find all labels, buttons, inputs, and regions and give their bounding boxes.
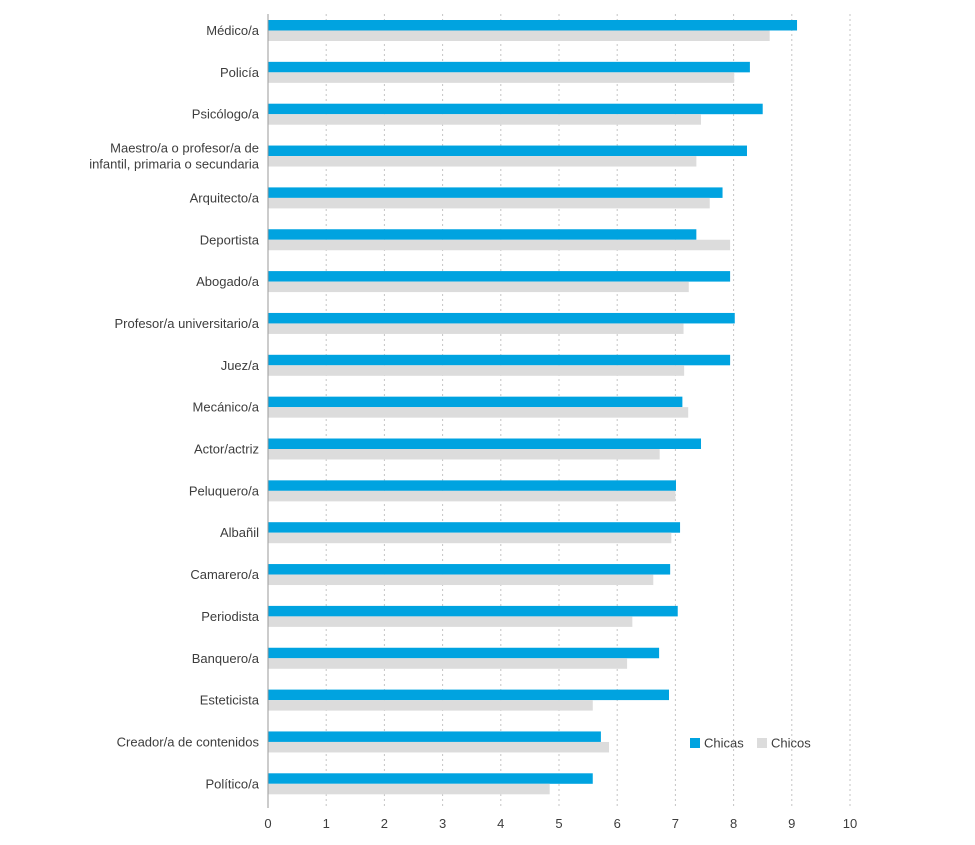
category-label-line: Maestro/a o profesor/a de <box>110 141 259 156</box>
bar-chicas-0 <box>268 20 798 31</box>
legend-label-chicas: Chicas <box>704 736 744 751</box>
x-tick-label: 1 <box>323 816 330 831</box>
bar-chicos-15 <box>268 658 628 669</box>
category-label-line: Camarero/a <box>190 567 259 582</box>
bar-chicos-8 <box>268 365 685 376</box>
bar-chicos-14 <box>268 616 633 627</box>
category-label: Periodista <box>201 609 260 624</box>
bar-chicos-5 <box>268 239 731 251</box>
category-label: Policía <box>220 65 260 80</box>
bar-chicas-14 <box>268 605 678 617</box>
x-tick-label: 2 <box>381 816 388 831</box>
bar-chicos-9 <box>268 407 689 418</box>
bar-chicos-18 <box>268 783 550 795</box>
bar-chicos-1 <box>268 72 735 83</box>
x-tick-label: 5 <box>555 816 562 831</box>
category-label-line: Deportista <box>200 232 260 247</box>
bar-chicas-17 <box>268 731 601 742</box>
category-label: Abogado/a <box>196 274 260 289</box>
category-label: Arquitecto/a <box>190 190 260 205</box>
category-label: Juez/a <box>221 358 260 373</box>
bar-chicos-4 <box>268 197 710 209</box>
bar-chicos-16 <box>268 700 593 711</box>
bar-chicas-13 <box>268 564 671 575</box>
category-label-line: Abogado/a <box>196 274 260 289</box>
category-label-line: Banquero/a <box>192 651 260 666</box>
bar-chicas-7 <box>268 312 735 324</box>
category-label: Creador/a de contenidos <box>117 734 260 749</box>
bars <box>268 20 798 795</box>
bar-chicos-3 <box>268 156 697 167</box>
bar-chicas-2 <box>268 103 763 115</box>
category-label-line: Creador/a de contenidos <box>117 734 260 749</box>
bar-chicos-0 <box>268 30 770 41</box>
bar-chicas-8 <box>268 354 731 366</box>
bar-chicos-10 <box>268 449 660 460</box>
bar-chicos-12 <box>268 532 672 544</box>
bar-chicos-6 <box>268 281 689 293</box>
legend-swatch-chicos <box>757 738 767 748</box>
bar-chicas-15 <box>268 647 660 659</box>
category-label: Banquero/a <box>192 651 260 666</box>
bar-chicas-3 <box>268 145 747 157</box>
bar-chicas-11 <box>268 480 676 491</box>
legend-swatch-chicas <box>690 738 700 748</box>
category-label-line: infantil, primaria o secundaria <box>89 157 260 172</box>
x-tick-label: 4 <box>497 816 504 831</box>
bar-chicos-7 <box>268 323 684 334</box>
legend: Chicas Chicos <box>690 736 811 751</box>
category-label: Albañil <box>220 525 259 540</box>
bar-chicas-6 <box>268 271 731 282</box>
bar-chicas-9 <box>268 396 683 408</box>
category-label-line: Juez/a <box>221 358 260 373</box>
category-label-line: Periodista <box>201 609 260 624</box>
x-tick-label: 6 <box>614 816 621 831</box>
bar-chicas-4 <box>268 187 723 198</box>
gridlines <box>325 14 851 808</box>
x-tick-label: 8 <box>730 816 737 831</box>
x-tick-label: 7 <box>672 816 679 831</box>
x-tick-label: 3 <box>439 816 446 831</box>
category-label: Psicólogo/a <box>192 107 260 122</box>
category-label: Político/a <box>206 776 260 791</box>
category-labels: Médico/a Policía Psicólogo/a Maestro/a o pr… <box>89 23 260 791</box>
bar-chicas-1 <box>268 61 750 73</box>
bar-chicas-18 <box>268 773 593 784</box>
bar-chicas-5 <box>268 229 697 240</box>
category-label: Maestro/a o profesor/a de infantil, prima… <box>89 141 260 172</box>
bar-chicos-13 <box>268 574 654 586</box>
x-tick-labels: 0 1 2 3 4 5 6 7 8 9 10 <box>264 816 857 831</box>
category-label: Médico/a <box>206 23 260 38</box>
category-label-line: Esteticista <box>200 693 260 708</box>
bar-chicos-11 <box>268 490 676 502</box>
category-label: Peluquero/a <box>189 483 260 498</box>
category-label-line: Peluquero/a <box>189 483 260 498</box>
bar-chicos-2 <box>268 114 702 125</box>
x-tick-label: 0 <box>264 816 271 831</box>
category-label: Esteticista <box>200 693 260 708</box>
category-label: Mecánico/a <box>193 400 260 415</box>
category-label-line: Profesor/a universitario/a <box>114 316 259 331</box>
bar-chicos-17 <box>268 741 610 753</box>
category-label: Deportista <box>200 232 260 247</box>
bar-chicas-10 <box>268 438 702 449</box>
category-label-line: Psicólogo/a <box>192 107 260 122</box>
category-label: Actor/actriz <box>194 442 259 457</box>
category-label-line: Arquitecto/a <box>190 190 260 205</box>
x-tick-label: 9 <box>788 816 795 831</box>
category-label: Profesor/a universitario/a <box>114 316 259 331</box>
x-tick-label: 10 <box>843 816 857 831</box>
category-label: Camarero/a <box>190 567 259 582</box>
bar-chicas-16 <box>268 689 669 701</box>
category-label-line: Policía <box>220 65 260 80</box>
category-label-line: Político/a <box>206 776 260 791</box>
bar-chicas-12 <box>268 522 681 533</box>
category-label-line: Mecánico/a <box>193 400 260 415</box>
category-label-line: Actor/actriz <box>194 442 259 457</box>
category-label-line: Médico/a <box>206 23 260 38</box>
category-label-line: Albañil <box>220 525 259 540</box>
legend-label-chicos: Chicos <box>771 736 811 751</box>
